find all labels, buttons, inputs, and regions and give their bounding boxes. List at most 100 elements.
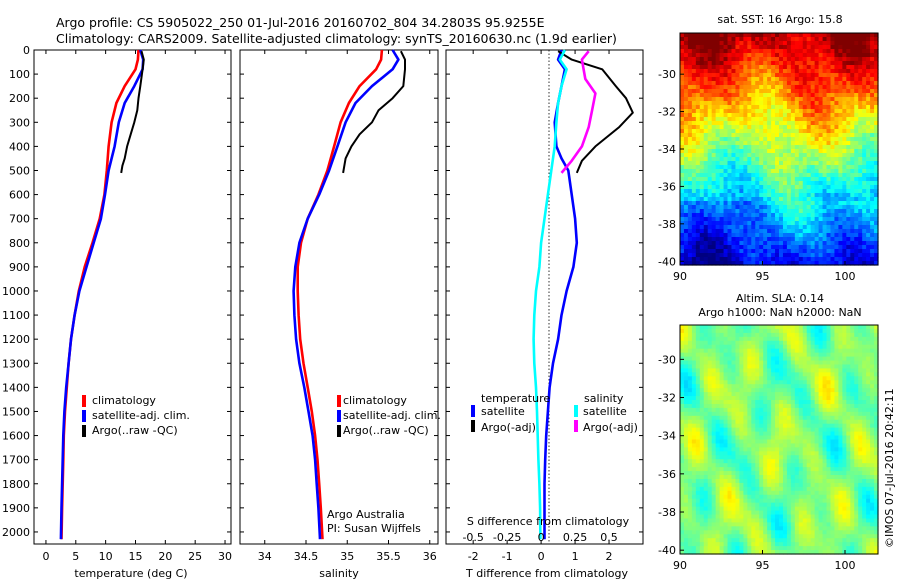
map-cell <box>767 372 772 377</box>
map-cell <box>866 439 871 445</box>
sst-map: sat. SST: 16 Argo: 15.8 90 95 100-30-32-34… <box>658 13 879 283</box>
map-cell <box>850 33 855 38</box>
map-cell <box>703 241 709 246</box>
map-cell <box>687 336 693 342</box>
map-cell <box>723 209 729 214</box>
map-cell <box>826 201 832 206</box>
map-cell <box>806 241 812 246</box>
map-cell <box>834 225 839 230</box>
map-cell <box>711 41 717 46</box>
map-cell <box>779 241 784 246</box>
map-cell <box>703 53 709 58</box>
map-cell <box>826 161 832 166</box>
map-cell <box>874 376 879 381</box>
map-cell <box>850 455 855 460</box>
map-cell <box>767 455 772 460</box>
map-cell <box>838 340 843 346</box>
map-cell <box>739 463 744 468</box>
map-cell <box>699 41 705 46</box>
map-cell <box>747 129 752 134</box>
map-cell <box>870 451 875 456</box>
map-cell <box>838 427 843 433</box>
map-cell <box>846 117 851 122</box>
map-cell <box>727 61 733 66</box>
map-cell <box>719 197 725 202</box>
map-cell <box>771 261 776 266</box>
map-cell <box>743 113 748 118</box>
map-cell <box>747 41 752 46</box>
map-cell <box>874 325 879 330</box>
map-cell <box>751 209 756 214</box>
map-cell <box>838 97 843 102</box>
map-cell <box>759 77 764 82</box>
map-cell <box>755 193 760 198</box>
map-cell <box>818 177 824 182</box>
map-cell <box>814 372 820 377</box>
map-cell <box>695 177 701 182</box>
map-cell <box>858 245 863 250</box>
map-cell <box>735 372 740 377</box>
map-cell <box>834 101 839 106</box>
map-cell <box>687 245 693 250</box>
map-cell <box>755 376 760 381</box>
map-cell <box>874 149 879 154</box>
map-cell <box>858 41 863 46</box>
map-cell <box>850 157 855 162</box>
map-cell <box>680 403 685 409</box>
map-cell <box>786 197 792 202</box>
map-cell <box>771 73 776 78</box>
map-cell <box>854 53 859 58</box>
map-cell <box>854 257 859 262</box>
map-cell <box>806 45 812 50</box>
map-cell <box>743 380 748 385</box>
map-cell <box>735 101 740 106</box>
map-cell <box>810 328 816 334</box>
map-cell <box>814 249 820 254</box>
map-cell <box>854 392 859 397</box>
map-cell <box>719 443 725 448</box>
map-cell <box>763 372 768 377</box>
x-tick-label: 10 <box>99 550 113 563</box>
map-cell <box>775 400 780 405</box>
map-cell <box>790 65 796 70</box>
map-cell <box>767 41 772 46</box>
map-cell <box>806 205 812 210</box>
map-cell <box>779 325 784 330</box>
map-cell <box>747 181 752 186</box>
map-cell <box>687 105 693 110</box>
map-cell <box>707 340 713 346</box>
map-cell <box>680 221 685 226</box>
map-cell <box>715 149 721 154</box>
map-cell <box>699 325 705 330</box>
map-cell <box>695 221 701 226</box>
map-cell <box>822 403 828 409</box>
map-cell <box>731 137 737 142</box>
temperature-axes-frame <box>33 49 232 545</box>
map-cell <box>739 392 744 397</box>
map-cell <box>739 33 744 38</box>
map-cell <box>703 352 709 358</box>
map-cell <box>759 364 764 370</box>
map-cell <box>691 49 697 54</box>
map-cell <box>755 173 760 178</box>
map-cell <box>846 45 851 50</box>
map-cell <box>699 213 705 218</box>
map-cell <box>786 117 792 122</box>
map-cell <box>680 245 685 250</box>
map-cell <box>727 97 733 102</box>
map-cell <box>767 45 772 50</box>
map-cell <box>695 105 701 110</box>
map-cell <box>767 407 772 413</box>
map-cell <box>731 253 737 258</box>
map-cell <box>687 241 693 246</box>
map-cell <box>687 93 693 98</box>
map-cell <box>802 97 808 102</box>
map-cell <box>818 372 824 377</box>
map-cell <box>854 89 859 94</box>
map-cell <box>743 407 748 413</box>
map-cell <box>683 403 689 409</box>
map-cell <box>866 261 871 266</box>
map-cell <box>842 137 847 142</box>
map-cell <box>850 105 855 110</box>
map-cell <box>790 396 796 401</box>
